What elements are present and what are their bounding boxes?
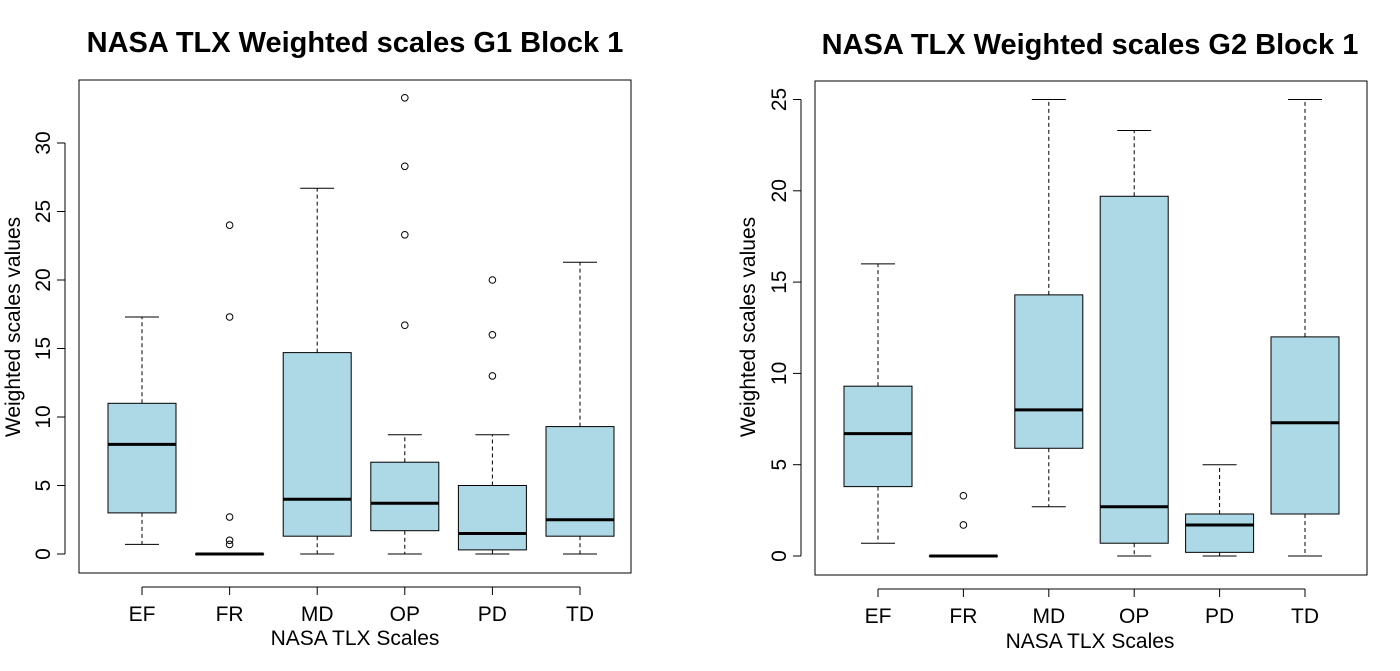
box-pd: [1185, 464, 1255, 557]
y-tick-label: 25: [32, 200, 55, 223]
outlier-point: [401, 230, 409, 239]
iqr-box: [1099, 195, 1169, 544]
box-op: [1099, 130, 1169, 557]
outlier-point: [959, 491, 968, 500]
y-tick-label: 10: [32, 405, 55, 428]
chart-title: NASA TLX Weighted scales G1 Block 1: [87, 27, 624, 59]
plot-marks: 0 5 10 15 20 25 EF FR MD OP PD TD: [768, 88, 1340, 628]
y-tick-label: 20: [768, 179, 791, 202]
chart-title: NASA TLX Weighted scales G2 Block 1: [822, 29, 1359, 61]
outlier-point: [225, 313, 234, 321]
y-tick-label: 15: [768, 270, 791, 293]
outlier-point: [401, 93, 409, 102]
panel-g1: NASA TLX Weighted scales G1 Block 1 0 5 10…: [2, 27, 632, 650]
iqr-box: [457, 485, 527, 551]
x-tick-label: MD: [301, 603, 334, 626]
x-axis-label: NASA TLX Scales: [1006, 630, 1175, 653]
outlier-point: [488, 372, 497, 380]
y-tick-label: 0: [768, 550, 791, 562]
x-tick-label: OP: [1119, 605, 1149, 628]
x-tick-label: OP: [390, 603, 420, 626]
iqr-box: [282, 352, 352, 537]
outlier-point: [225, 540, 234, 549]
outlier-point: [401, 162, 409, 171]
y-tick-label: 25: [768, 88, 791, 111]
y-tick-label: 5: [768, 459, 791, 471]
outlier-point: [401, 321, 409, 330]
iqr-box: [843, 385, 913, 488]
x-tick-label: EF: [865, 605, 892, 628]
iqr-box: [1185, 513, 1255, 553]
box-ef: [107, 316, 177, 545]
box-td: [545, 261, 615, 555]
iqr-box: [545, 426, 615, 537]
y-axis-label: Weighted scales values: [737, 217, 760, 437]
box-fr: [195, 221, 265, 556]
iqr-box: [1014, 294, 1084, 449]
x-tick-label: PD: [1205, 605, 1234, 628]
outlier-point: [225, 513, 234, 521]
box-pd: [457, 276, 527, 555]
outlier-point: [959, 521, 968, 529]
iqr-box: [1270, 336, 1340, 515]
x-tick-label: EF: [129, 603, 156, 626]
box-ef: [843, 263, 913, 544]
box-td: [1270, 99, 1340, 557]
x-axis-label: NASA TLX Scales: [271, 627, 440, 650]
plot-frame: [78, 79, 632, 574]
y-tick-label: 0: [32, 548, 55, 560]
y-tick-label: 30: [32, 131, 55, 154]
y-tick-label: 10: [768, 362, 791, 385]
plot-frame: [814, 80, 1368, 576]
outlier-point: [488, 331, 497, 339]
x-tick-label: FR: [949, 605, 977, 628]
panel-g2: NASA TLX Weighted scales G2 Block 1 0 5 10…: [737, 29, 1368, 653]
plot-marks: 0 5 10 15 20 25 30 EF FR MD OP PD TD: [32, 93, 615, 626]
x-tick-label: TD: [566, 603, 594, 626]
y-axis-label: Weighted scales values: [2, 217, 25, 437]
iqr-box: [107, 402, 177, 514]
y-tick-label: 15: [32, 337, 55, 360]
box-fr: [928, 491, 998, 558]
outlier-point: [225, 536, 234, 545]
x-tick-label: FR: [216, 603, 244, 626]
x-tick-label: MD: [1032, 605, 1065, 628]
outlier-point: [488, 276, 497, 284]
box-md: [1014, 99, 1084, 508]
y-tick-label: 20: [32, 268, 55, 291]
outlier-point: [225, 221, 234, 229]
iqr-box: [370, 461, 440, 532]
box-op: [370, 93, 440, 555]
x-tick-label: PD: [478, 603, 507, 626]
box-md: [282, 187, 352, 555]
y-tick-label: 5: [32, 480, 55, 492]
x-tick-label: TD: [1291, 605, 1319, 628]
